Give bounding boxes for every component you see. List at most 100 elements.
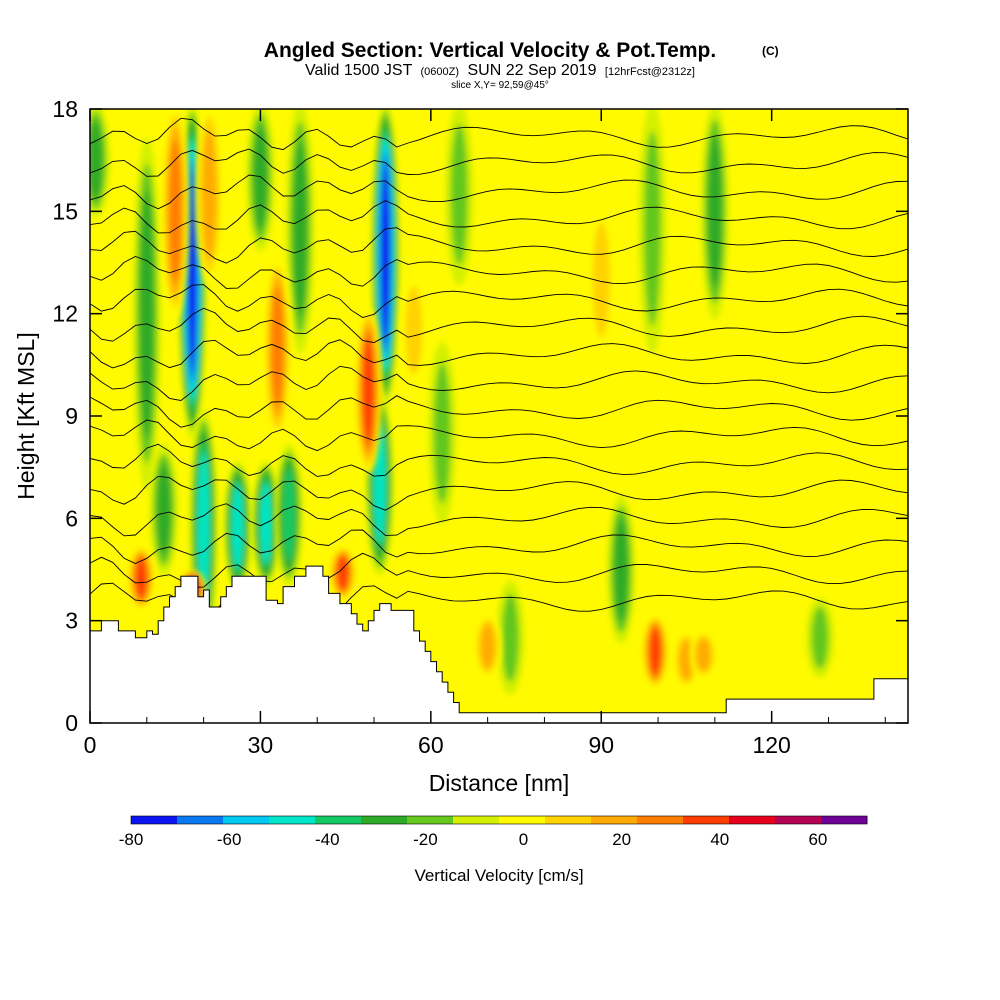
colorbar-swatch [453, 816, 500, 824]
velocity-feature [252, 461, 281, 586]
colorbar-tick-label: -40 [315, 830, 340, 849]
velocity-level [293, 140, 307, 317]
colorbar-frame [130, 815, 868, 825]
y-axis: 0 3 6 9 12 15 18 [52, 96, 908, 736]
y-axis-label: Height [Kft MSL] [13, 332, 39, 499]
velocity-feature [473, 614, 502, 678]
colorbar-swatch [591, 816, 638, 824]
y-tick-label: 6 [65, 505, 78, 531]
colorbar-swatch [499, 816, 546, 824]
velocity-level [643, 131, 661, 326]
theta-contour [90, 443, 908, 477]
velocity-feature [445, 109, 474, 286]
velocity-level [501, 593, 519, 683]
y-tick-label: 12 [52, 301, 78, 327]
y-tick-label: 15 [52, 198, 78, 224]
velocity-feature [127, 546, 156, 610]
velocity-level [480, 624, 495, 669]
x-tick-label: 90 [588, 732, 614, 758]
colorbar-tick-label: 60 [808, 830, 827, 849]
theta-contour [90, 529, 908, 564]
x-tick-label: 120 [752, 732, 790, 758]
theta-contour [90, 117, 908, 151]
slice-info: slice X,Y= 92,59@45° [451, 80, 549, 91]
theta-contour [90, 419, 908, 452]
velocity-feature [161, 109, 190, 320]
forecast-info: [12hrFcst@2312z] [605, 66, 695, 78]
velocity-level [679, 640, 694, 680]
velocity-feature [641, 614, 670, 689]
plot-area [90, 109, 908, 723]
valid-time: Valid 1500 JST [305, 62, 413, 79]
velocity-feature [689, 631, 718, 678]
y-tick-label: 9 [65, 403, 78, 429]
colorbar-swatch [545, 816, 592, 824]
velocity-level [450, 123, 468, 266]
colorbar-tick-label: 20 [612, 830, 631, 849]
theta-contour [90, 339, 908, 369]
velocity-feature [587, 205, 616, 354]
velocity-feature [195, 109, 224, 286]
velocity-level [696, 638, 711, 671]
theta-contour [90, 395, 908, 428]
colorbar-tick-label: -20 [413, 830, 438, 849]
theta-contour [90, 284, 908, 318]
colorbar-tick-label: 0 [519, 830, 528, 849]
velocity-feature [607, 495, 636, 644]
chart-title: Angled Section: Vertical Velocity & Pot.… [264, 39, 716, 62]
x-tick-label: 60 [418, 732, 444, 758]
velocity-level [708, 135, 722, 288]
colorbar-swatch [177, 816, 224, 824]
chart-subtitle: Valid 1500 JST (0600Z) SUN 22 Sep 2019 [… [305, 62, 695, 79]
chart-title-mark: (C) [762, 44, 779, 58]
colorbar-swatch [407, 816, 454, 824]
velocity-feature [90, 109, 110, 218]
theta-contour [90, 503, 908, 537]
velocity-feature [805, 597, 834, 678]
theta-contours [90, 117, 908, 617]
colorbar-swatch [729, 816, 776, 824]
velocity-level [374, 425, 385, 543]
velocity-feature [496, 580, 525, 695]
velocity-level [811, 606, 829, 669]
velocity-level [650, 627, 661, 675]
x-tick-label: 0 [84, 732, 97, 758]
velocity-level [405, 286, 423, 376]
velocity-level [433, 362, 451, 504]
theta-contour [90, 307, 908, 344]
velocity-level [135, 557, 147, 599]
velocity-level [381, 162, 390, 346]
velocity-feature [223, 461, 252, 593]
velocity-feature [328, 546, 357, 600]
velocity-feature [149, 444, 178, 576]
colorbar-swatch [775, 816, 822, 824]
colorbar-tick-label: -60 [217, 830, 242, 849]
theta-contour [90, 227, 908, 264]
theta-contour [90, 174, 908, 210]
velocity-feature [399, 273, 428, 388]
velocity-features [90, 109, 834, 695]
theta-contour [90, 148, 908, 177]
velocity-level [614, 517, 628, 622]
velocity-feature [246, 109, 275, 252]
velocity-feature [700, 109, 729, 320]
velocity-level [187, 169, 197, 373]
colorbar-swatch [131, 816, 178, 824]
colorbar-swatch [821, 816, 868, 824]
colorbar-swatch [315, 816, 362, 824]
y-tick-label: 0 [65, 710, 78, 736]
velocity-feature [638, 109, 667, 354]
y-tick-label: 18 [52, 96, 78, 122]
theta-contour [90, 365, 908, 401]
velocity-feature [371, 109, 400, 405]
velocity-level [253, 125, 268, 230]
colorbar-swatch [223, 816, 270, 824]
valid-date: SUN 22 Sep 2019 [467, 62, 596, 79]
velocity-level [271, 287, 284, 409]
velocity-level [169, 139, 181, 284]
velocity-feature [263, 256, 292, 440]
velocity-level [283, 468, 295, 562]
velocity-level [232, 484, 243, 569]
velocity-level [90, 120, 103, 201]
